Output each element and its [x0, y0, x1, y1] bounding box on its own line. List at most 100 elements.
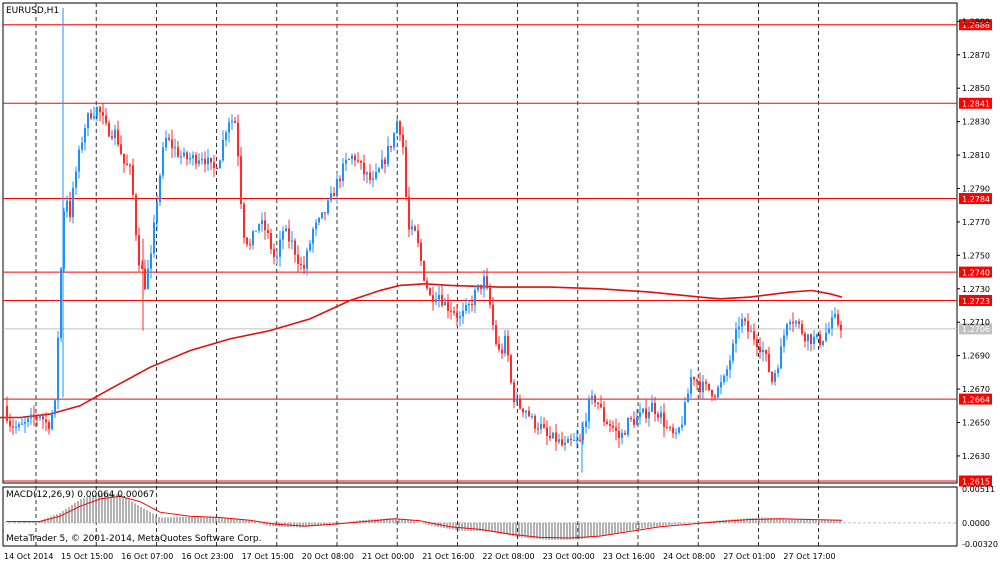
candle-bull[interactable]: [642, 408, 644, 413]
candle-bull[interactable]: [741, 318, 743, 327]
candle-bull[interactable]: [336, 178, 338, 197]
candle-bull[interactable]: [183, 152, 185, 157]
candle-bull[interactable]: [525, 410, 527, 413]
candle-bull[interactable]: [372, 178, 374, 180]
candle-bear[interactable]: [111, 136, 113, 139]
candle-bull[interactable]: [351, 155, 353, 159]
candle-bull[interactable]: [726, 369, 728, 376]
candle-bear[interactable]: [237, 122, 239, 157]
candle-bear[interactable]: [519, 398, 521, 409]
candle-bear[interactable]: [267, 230, 269, 233]
candle-bull[interactable]: [477, 284, 479, 290]
candle-bear[interactable]: [756, 339, 758, 347]
candle-bull[interactable]: [531, 416, 533, 418]
candle-bull[interactable]: [189, 158, 191, 160]
candle-bull[interactable]: [261, 220, 263, 225]
candle-bull[interactable]: [321, 212, 323, 219]
candle-bull[interactable]: [552, 432, 554, 439]
candle-bear[interactable]: [810, 334, 812, 344]
candle-bull[interactable]: [39, 416, 41, 418]
candle-bear[interactable]: [492, 304, 494, 326]
candle-bear[interactable]: [693, 377, 695, 380]
candle-bear[interactable]: [360, 160, 362, 163]
candle-bull[interactable]: [72, 187, 74, 218]
candle-bear[interactable]: [669, 427, 671, 429]
candle-bull[interactable]: [291, 240, 293, 242]
candle-bull[interactable]: [648, 411, 650, 419]
candle-bear[interactable]: [708, 383, 710, 390]
candle-bull[interactable]: [231, 121, 233, 123]
candle-bear[interactable]: [240, 156, 242, 204]
candle-bull[interactable]: [180, 156, 182, 158]
candle-bull[interactable]: [483, 276, 485, 289]
candle-bull[interactable]: [375, 172, 377, 179]
candle-bear[interactable]: [618, 430, 620, 439]
candle-bull[interactable]: [834, 314, 836, 318]
candle-bear[interactable]: [36, 417, 38, 419]
candle-bear[interactable]: [414, 226, 416, 231]
candle-bull[interactable]: [51, 414, 53, 429]
candle-bull[interactable]: [60, 268, 62, 338]
candle-bull[interactable]: [567, 439, 569, 443]
candle-bull[interactable]: [114, 129, 116, 139]
candle-bear[interactable]: [123, 153, 125, 164]
candle-bear[interactable]: [453, 311, 455, 313]
candle-bear[interactable]: [510, 355, 512, 383]
candle-bull[interactable]: [795, 321, 797, 324]
candle-bull[interactable]: [783, 335, 785, 347]
candle-bear[interactable]: [135, 194, 137, 236]
candle-bear[interactable]: [549, 435, 551, 439]
candle-bull[interactable]: [84, 128, 86, 143]
candle-bear[interactable]: [537, 428, 539, 430]
candle-bull[interactable]: [393, 133, 395, 148]
candle-bull[interactable]: [816, 334, 818, 337]
candle-bull[interactable]: [474, 289, 476, 305]
candle-bull[interactable]: [258, 224, 260, 231]
candle-bull[interactable]: [201, 158, 203, 161]
candle-bull[interactable]: [828, 328, 830, 333]
candle-bear[interactable]: [441, 295, 443, 306]
candle-bull[interactable]: [192, 154, 194, 159]
candle-bear[interactable]: [594, 395, 596, 403]
candle-bull[interactable]: [540, 424, 542, 429]
candle-bull[interactable]: [318, 218, 320, 223]
candle-bear[interactable]: [792, 322, 794, 324]
candle-bull[interactable]: [690, 377, 692, 394]
candle-bear[interactable]: [711, 389, 713, 397]
candle-bull[interactable]: [651, 403, 653, 412]
candle-bull[interactable]: [831, 317, 833, 329]
candle-bear[interactable]: [471, 303, 473, 305]
candle-bull[interactable]: [27, 418, 29, 423]
candle-bear[interactable]: [195, 154, 197, 164]
candle-bear[interactable]: [270, 232, 272, 250]
candle-bull[interactable]: [63, 211, 65, 269]
candle-bull[interactable]: [723, 375, 725, 383]
candle-bull[interactable]: [252, 231, 254, 246]
candle-bear[interactable]: [33, 414, 35, 418]
candle-bull[interactable]: [675, 432, 677, 434]
candle-bull[interactable]: [93, 116, 95, 119]
candle-bull[interactable]: [636, 416, 638, 425]
candle-bear[interactable]: [714, 396, 716, 398]
candle-bear[interactable]: [9, 420, 11, 427]
candle-bear[interactable]: [264, 220, 266, 231]
candle-bull[interactable]: [225, 132, 227, 140]
candle-bear[interactable]: [609, 424, 611, 426]
candle-bull[interactable]: [285, 228, 287, 232]
candle-bear[interactable]: [288, 228, 290, 242]
candle-bear[interactable]: [144, 268, 146, 289]
candle-bear[interactable]: [273, 249, 275, 258]
candle-bear[interactable]: [501, 349, 503, 354]
candle-bull[interactable]: [312, 229, 314, 244]
candle-bull[interactable]: [54, 400, 56, 415]
candle-bear[interactable]: [210, 157, 212, 163]
candle-bear[interactable]: [699, 381, 701, 393]
candle-bull[interactable]: [18, 424, 20, 427]
candle-bear[interactable]: [747, 320, 749, 332]
candle-bear[interactable]: [597, 402, 599, 404]
candle-bull[interactable]: [774, 373, 776, 382]
candle-bull[interactable]: [21, 423, 23, 425]
candle-bear[interactable]: [339, 178, 341, 181]
candle-bull[interactable]: [576, 439, 578, 441]
candle-bear[interactable]: [696, 379, 698, 382]
